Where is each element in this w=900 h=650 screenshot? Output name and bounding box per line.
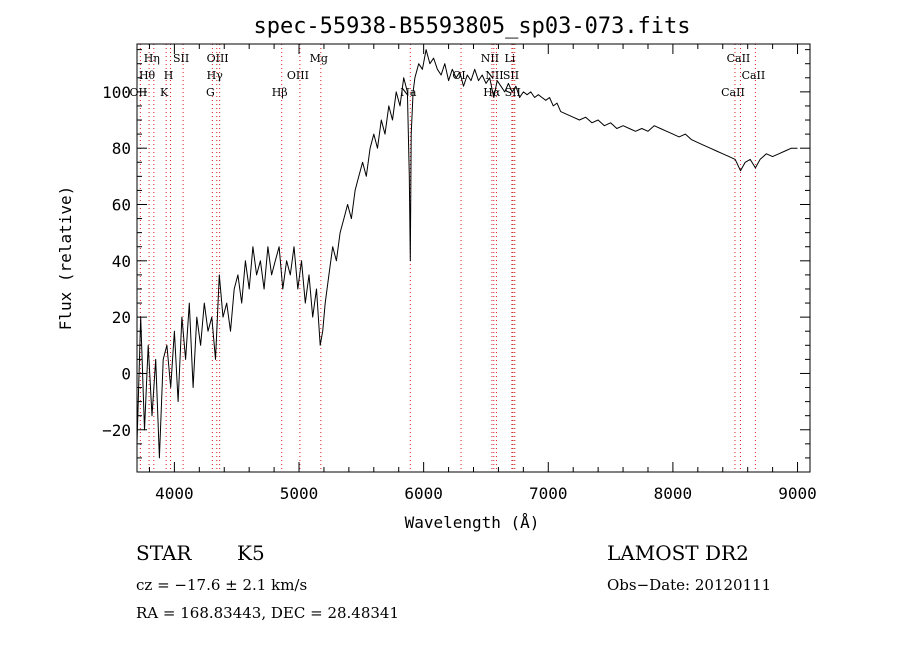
spectral-line-label: Hθ	[139, 69, 156, 82]
y-axis-label: Flux (relative)	[56, 186, 75, 331]
x-axis-label: Wavelength (Å)	[405, 513, 540, 532]
y-tick-label: 60	[112, 196, 131, 215]
y-tick-label: 100	[102, 83, 131, 102]
y-tick-label: 20	[112, 308, 131, 327]
spectral-line-label: CaII	[742, 69, 766, 82]
x-tick-label: 5000	[280, 484, 319, 503]
spectral-line-label: G	[206, 86, 215, 99]
spectral-line-label: OIII	[207, 52, 229, 65]
spectral-line-label: OIII	[287, 69, 309, 82]
x-tick-label: 9000	[778, 484, 817, 503]
spectral-line-label: Mg	[310, 52, 328, 65]
spectral-line-label: K	[160, 86, 169, 99]
spectral-line-label: SII	[503, 69, 519, 82]
spectral-line-label: H	[164, 69, 174, 82]
x-tick-label: 6000	[404, 484, 443, 503]
object-subclass: K5	[237, 541, 265, 565]
object-class: STAR	[136, 541, 192, 565]
x-tick-label: 7000	[529, 484, 568, 503]
observation-date: Obs−Date: 20120111	[607, 576, 772, 594]
spectral-lines	[139, 44, 756, 472]
x-tick-label: 4000	[155, 484, 194, 503]
spectral-line-label: CaII	[727, 52, 751, 65]
spectrum-series	[136, 49, 798, 459]
survey-name: LAMOST DR2	[607, 541, 749, 565]
y-tick-label: 0	[121, 364, 131, 383]
axis-ticks: 4000 5000 6000 7000 8000 9000 −20 0 20 40 60 80 100	[102, 44, 817, 503]
x-tick-label: 8000	[654, 484, 693, 503]
y-tick-label: 80	[112, 139, 131, 158]
spectral-line-label: OII	[130, 86, 148, 99]
ra-dec-coordinates: RA = 168.83443, DEC = 28.48341	[136, 604, 400, 622]
y-tick-label: −20	[102, 421, 131, 440]
redshift-velocity: cz = −17.6 ± 2.1 km/s	[136, 576, 308, 594]
spectral-line-label: CaII	[721, 86, 745, 99]
spectral-line-label: NII	[481, 52, 499, 65]
spectral-line-label: Li	[504, 52, 515, 65]
spectral-line-label: Hη	[144, 52, 160, 65]
y-tick-label: 40	[112, 252, 131, 271]
spectral-line-label: OI	[452, 69, 465, 82]
spectral-line-label: SII	[173, 52, 189, 65]
spectral-line-label: Hβ	[272, 86, 288, 99]
chart-title: spec-55938-B5593805_sp03-073.fits	[253, 14, 690, 39]
spectrum-line	[136, 49, 798, 459]
spectral-line-label: Hγ	[207, 69, 224, 82]
spectral-line-label: Hα	[483, 86, 501, 99]
plot-frame	[136, 43, 811, 473]
